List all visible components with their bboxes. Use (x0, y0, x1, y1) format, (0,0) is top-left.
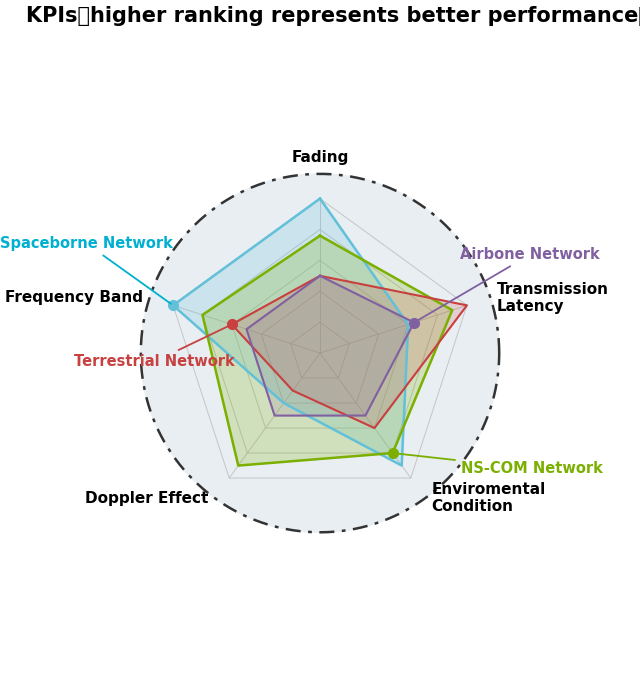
Polygon shape (232, 276, 467, 428)
Text: Doppler Effect: Doppler Effect (85, 490, 209, 506)
Text: Transmission
Latency: Transmission Latency (497, 282, 609, 314)
Polygon shape (202, 236, 452, 466)
Text: Fading: Fading (291, 149, 349, 164)
Text: KPIs（higher ranking represents better performance）: KPIs（higher ranking represents better pe… (26, 6, 640, 26)
Text: Airbone Network: Airbone Network (417, 247, 600, 321)
Text: Spaceborne Network: Spaceborne Network (0, 236, 173, 304)
Text: Enviromental
Condition: Enviromental Condition (431, 482, 546, 514)
Polygon shape (246, 276, 414, 416)
Text: NS-COM Network: NS-COM Network (396, 454, 602, 476)
Text: Frequency Band: Frequency Band (5, 290, 143, 305)
Polygon shape (173, 198, 408, 466)
Text: Terrestrial Network: Terrestrial Network (74, 326, 235, 369)
Circle shape (141, 174, 499, 532)
